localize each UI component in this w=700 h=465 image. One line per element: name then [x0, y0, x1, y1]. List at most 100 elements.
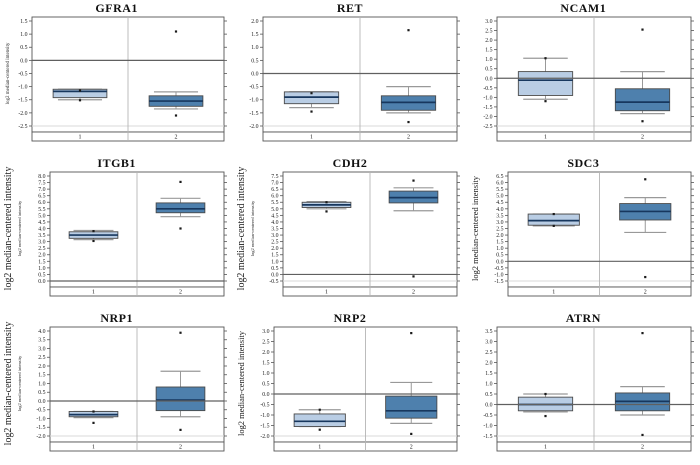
x-tick-label: 1	[92, 289, 95, 295]
y-tick-label: 7.5	[272, 174, 279, 180]
box-group-1	[294, 409, 347, 428]
y-tick-label: 0.5	[496, 253, 503, 259]
y-tick-label: 0.5	[38, 390, 45, 396]
y-tick-label: 1.0	[496, 246, 503, 252]
y-tick-label: 3.0	[272, 233, 279, 239]
outlier-point	[325, 210, 328, 213]
box-group-2	[618, 197, 671, 234]
x-tick-label: 1	[92, 444, 95, 450]
y-tick-label: 1.5	[38, 373, 45, 379]
y-axis-sublabel: log2 median-centered intensity	[17, 355, 22, 411]
panel-title: GFRA1	[95, 1, 138, 15]
y-tick-label: 6.5	[272, 187, 279, 193]
y-tick-label: 1.5	[485, 371, 492, 377]
outlier-point	[179, 428, 182, 431]
outlier-point	[544, 414, 547, 418]
y-tick-label: 0.0	[38, 279, 45, 285]
outlier-point	[174, 30, 178, 33]
x-tick-label: 2	[174, 134, 177, 140]
y-tick-label: 3.0	[485, 340, 492, 346]
y-tick-label: -1.5	[261, 423, 270, 429]
y-tick-label: -1.5	[18, 98, 27, 104]
y-tick-label: -1.5	[36, 425, 45, 431]
x-tick-label: 2	[641, 444, 644, 450]
y-tick-label: 0.5	[252, 58, 259, 64]
y-tick-label: 4.5	[38, 220, 45, 226]
boxplot-canvas: 3.5 3.0 2.5 2.0 1.5 1.0 0.5 0.0 -0.5 -1.0 -1.5 1 2	[483, 326, 694, 452]
y-tick-label: -2.0	[261, 434, 270, 440]
outlier-point	[407, 29, 410, 32]
y-tick-label: 0.0	[272, 272, 279, 278]
x-tick-label: 1	[544, 444, 547, 450]
panel-gfra1: GFRA1 1.5 1.0 0.5 0.0 -0.5 -1.0 -1.5 -2.0 -2.5 log…	[0, 0, 233, 155]
y-tick-label: 3.0	[496, 220, 503, 226]
y-tick-label: 2.5	[38, 246, 45, 252]
outlier-point	[552, 212, 555, 216]
y-axis-sublabel: log2 median-centered intensity	[17, 200, 22, 256]
y-tick-label: 2.0	[272, 246, 279, 252]
outlier-point	[310, 92, 313, 95]
y-tick-label: 3.5	[38, 338, 45, 344]
y-tick-label: 2.0	[38, 253, 45, 259]
outlier-point	[78, 89, 82, 92]
outlier-point	[407, 120, 410, 124]
y-tick-label: 7.0	[38, 187, 45, 193]
y-tick-label: 1.0	[485, 382, 492, 388]
outlier-point	[641, 120, 644, 123]
outlier-point	[410, 432, 413, 435]
y-tick-label: -0.5	[18, 72, 27, 78]
boxplot-canvas: 4.0 3.5 3.0 2.5 2.0 1.5 1.0 0.5 0.0 -0.5 -1.0 -1.5 -…	[3, 322, 227, 452]
panel-cdh2: CDH2 7.5 7.0 6.5 6.0 5.5 5.0 4.5 4.0 3.5 3.0 2.5 2.0…	[233, 155, 466, 310]
y-tick-label: 2.0	[496, 233, 503, 239]
outlier-point	[174, 114, 178, 117]
y-tick-label: -2.0	[483, 114, 492, 120]
panel-title: SDC3	[567, 156, 600, 170]
boxplot-canvas: 1.5 1.0 0.5 0.0 -0.5 -1.0 -1.5 -2.0 -2.5 log2 med…	[6, 16, 227, 142]
y-tick-label: 2.0	[252, 19, 259, 25]
y-tick-label: 6.5	[38, 194, 45, 200]
y-tick-label: 5.0	[272, 207, 279, 213]
outlier-point	[179, 227, 182, 230]
y-tick-label: -1.5	[494, 279, 503, 285]
y-tick-label: 1.0	[485, 57, 492, 63]
y-tick-label: -0.5	[261, 402, 270, 408]
y-axis-label: log2 median-centered intensity	[236, 330, 246, 436]
y-tick-label: -0.5	[270, 279, 279, 285]
boxplot-canvas: 3.0 2.5 2.0 1.5 1.0 0.5 0.0 -0.5 -1.0 -1.5 -2.0 -2.…	[483, 16, 694, 142]
y-tick-label: 0.5	[38, 272, 45, 278]
panel-ret: RET 2.0 1.5 1.0 0.5 0.0 -0.5 -1.0 -1.5 -2.0 1 2	[233, 0, 466, 155]
panel-title: ITGB1	[97, 156, 136, 170]
box-group-2	[385, 381, 438, 424]
y-tick-label: 2.5	[272, 240, 279, 246]
y-tick-label: 2.0	[485, 38, 492, 44]
panel-title: NRP2	[333, 311, 367, 325]
boxplot-canvas: 6.56.05.55.04.54.03.53.02.52.01.51.00.50…	[470, 171, 694, 297]
panel-nrp2: NRP2 3.0 2.5 2.0 1.5 1.0 0.5 0.0 -0.5 -1.0 -1.5 -2.…	[233, 310, 466, 465]
y-tick-label: 2.5	[496, 227, 503, 233]
panel-atrn: ATRN 3.5 3.0 2.5 2.0 1.5 1.0 0.5 0.0 -0.5 -1.0 -1.5…	[467, 310, 700, 465]
y-tick-label: 3.0	[263, 329, 270, 335]
y-tick-label: 1.0	[272, 259, 279, 265]
y-tick-label: -2.5	[483, 124, 492, 130]
y-tick-label: 1.5	[496, 240, 503, 246]
y-axis-label: log2 median-centered intensity	[470, 175, 480, 281]
y-tick-label: 0.5	[485, 392, 492, 398]
panel-title: ATRN	[565, 311, 601, 325]
panel-title: NRP1	[100, 311, 133, 325]
y-tick-label: -1.5	[483, 434, 492, 440]
y-tick-label: -0.5	[250, 85, 259, 91]
y-tick-label: 2.5	[38, 355, 45, 361]
x-tick-label: 1	[319, 444, 322, 450]
y-tick-label: 5.5	[38, 207, 45, 213]
y-tick-label: 1.0	[263, 371, 270, 377]
y-tick-label: -1.5	[483, 105, 492, 111]
y-tick-label: 1.0	[38, 382, 45, 388]
outlier-point	[318, 428, 322, 431]
y-tick-label: 4.0	[496, 207, 503, 213]
y-tick-label: -1.0	[483, 423, 492, 429]
y-tick-label: -1.0	[18, 85, 27, 91]
y-axis-label: log2 median-centered intensity	[236, 167, 247, 291]
y-tick-label: 7.0	[272, 181, 279, 187]
panel-itgb1: ITGB1 8.0 7.5 7.0 6.5 6.0 5.5 5.0 4.5 4.0 3.5 3.0 2.…	[0, 155, 233, 310]
y-tick-label: 0.5	[263, 382, 270, 388]
